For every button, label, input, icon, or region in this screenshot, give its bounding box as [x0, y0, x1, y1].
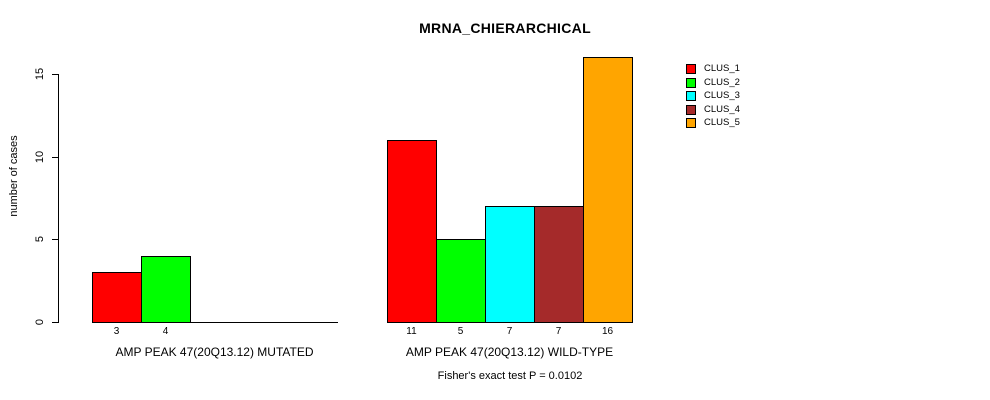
bar-value-label: 5	[457, 326, 464, 337]
y-axis-line	[58, 74, 59, 323]
bar-value-label: 4	[162, 326, 169, 337]
fisher-test-note: Fisher's exact test P = 0.0102	[437, 370, 583, 382]
legend-swatch-CLUS_5	[686, 118, 696, 128]
y-axis-label: number of cases	[8, 135, 20, 217]
bar-CLUS_5	[583, 57, 633, 323]
legend-label-CLUS_5: CLUS_5	[704, 117, 740, 128]
group-label: AMP PEAK 47(20Q13.12) WILD-TYPE	[405, 345, 614, 359]
zero-height-bar	[239, 322, 289, 323]
zero-height-bar	[288, 322, 338, 323]
bar-value-label: 3	[113, 326, 120, 337]
y-tick-label: 5	[34, 235, 46, 243]
bar-CLUS_4	[534, 206, 584, 323]
legend-label-CLUS_3: CLUS_3	[704, 90, 740, 101]
bar-CLUS_2	[141, 256, 191, 323]
legend-label-CLUS_2: CLUS_2	[704, 76, 740, 88]
bar-value-label: 7	[506, 326, 513, 337]
legend-swatch-CLUS_2	[686, 77, 696, 88]
y-tick-mark	[52, 74, 58, 75]
zero-height-bar	[190, 322, 240, 323]
bar-CLUS_3	[485, 206, 535, 323]
bar-CLUS_1	[387, 140, 437, 323]
y-tick-mark	[52, 157, 58, 158]
legend-label-CLUS_1: CLUS_1	[704, 63, 740, 74]
bar-CLUS_1	[92, 272, 142, 323]
y-tick-label: 0	[34, 318, 46, 326]
y-tick-mark	[52, 239, 58, 240]
bar-value-label: 7	[555, 326, 562, 337]
bar-CLUS_2	[436, 239, 486, 323]
y-tick-mark	[52, 322, 58, 323]
y-tick-label: 10	[34, 150, 46, 164]
y-tick-label: 15	[34, 67, 46, 81]
legend-swatch-CLUS_3	[686, 91, 696, 101]
legend-swatch-CLUS_1	[686, 64, 696, 74]
bar-value-label: 11	[406, 326, 417, 337]
bar-value-label: 16	[601, 326, 614, 337]
legend-swatch-CLUS_4	[686, 104, 696, 115]
legend-label-CLUS_4: CLUS_4	[704, 103, 740, 115]
group-label: AMP PEAK 47(20Q13.12) MUTATED	[115, 345, 314, 359]
chart-title: MRNA_CHIERARCHICAL	[419, 20, 591, 36]
